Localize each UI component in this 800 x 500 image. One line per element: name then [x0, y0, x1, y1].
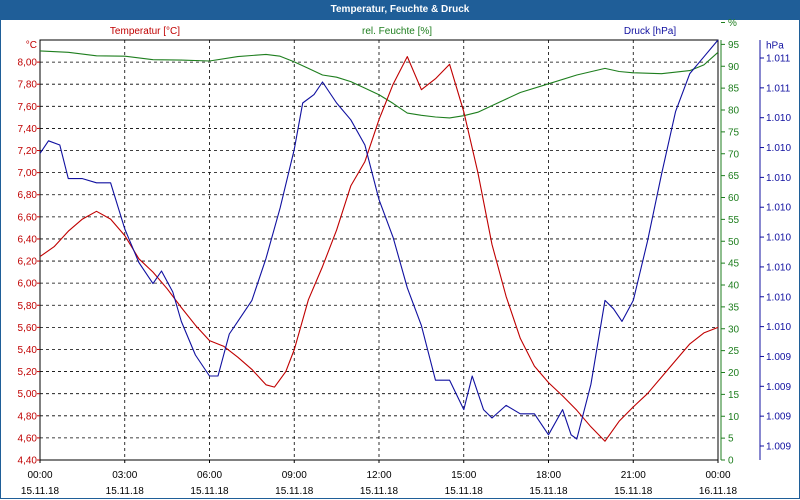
legend-label: Temperatur [°C]	[110, 26, 180, 37]
tick-label-date: 15.11.18	[614, 486, 653, 497]
tick-label-temperature: 5,60	[18, 323, 38, 334]
tick-label-time: 03:00	[112, 470, 137, 481]
tick-label-pressure: 1.010	[766, 292, 791, 303]
tick-label-humidity: 65	[728, 171, 740, 182]
legend-label: rel. Feuchte [%]	[362, 26, 432, 37]
tick-label-pressure: hPa	[766, 41, 784, 52]
tick-label-date: 15.11.18	[106, 486, 145, 497]
tick-label-temperature: 6,40	[18, 234, 38, 245]
tick-label-date: 15.11.18	[360, 486, 399, 497]
series-line-humidity	[39, 50, 719, 119]
tick-label-humidity: 60	[728, 193, 740, 204]
tick-label-time: 12:00	[366, 470, 391, 481]
tick-label-humidity: %	[728, 18, 737, 29]
tick-label-pressure: 1.010	[766, 262, 791, 273]
tick-label-temperature: 5,20	[18, 367, 38, 378]
tick-label-temperature: 7,20	[18, 146, 38, 157]
tick-label-temperature: 7,40	[18, 124, 38, 135]
tick-label-humidity: 0	[728, 456, 734, 467]
tick-label-temperature: 7,00	[18, 168, 38, 179]
series-lines	[39, 39, 719, 442]
temperature-unit-label: °C	[26, 40, 37, 51]
tick-label-humidity: 85	[728, 84, 740, 95]
tick-label-temperature: 6,60	[18, 212, 38, 223]
tick-label-time: 15:00	[451, 470, 476, 481]
tick-label-temperature: 6,80	[18, 190, 38, 201]
tick-label-humidity: 95	[728, 40, 740, 51]
tick-label-temperature: 5,00	[18, 389, 38, 400]
tick-label-pressure: 1.011	[766, 54, 791, 65]
tick-label-date: 15.11.18	[21, 486, 60, 497]
tick-label-humidity: 45	[728, 259, 740, 270]
tick-label-pressure: 1.010	[766, 113, 791, 124]
tick-label-time: 09:00	[282, 470, 307, 481]
tick-label-humidity: 55	[728, 215, 740, 226]
tick-label-temperature: 4,80	[18, 411, 38, 422]
tick-label-time: 00:00	[27, 470, 52, 481]
tick-label-pressure: 1.010	[766, 143, 791, 154]
tick-label-date: 15.11.18	[190, 486, 229, 497]
tick-label-humidity: 5	[728, 434, 734, 445]
tick-label-humidity: 50	[728, 237, 740, 248]
tick-label-temperature: 7,80	[18, 80, 38, 91]
tick-label-humidity: 80	[728, 106, 740, 117]
tick-label-humidity: 25	[728, 346, 740, 357]
axis-labels: 4,40 4,60 4,80 5,00 5,20 5,40 5,60 5,80 6,00 6,20…	[18, 18, 792, 497]
tick-label-humidity: 35	[728, 302, 740, 313]
tick-label-temperature: 8,00	[18, 58, 38, 69]
tick-label-temperature: 4,60	[18, 433, 38, 444]
tick-label-humidity: 70	[728, 149, 740, 160]
tick-label-humidity: 20	[728, 368, 740, 379]
tick-label-pressure: 1.009	[766, 412, 791, 423]
tick-label-temperature: 7,60	[18, 102, 38, 113]
tick-label-humidity: 75	[728, 127, 740, 138]
grid-lines	[40, 40, 718, 461]
tick-label-temperature: 5,40	[18, 345, 38, 356]
tick-label-temperature: 6,20	[18, 257, 38, 268]
tick-label-pressure: 1.010	[766, 322, 791, 333]
tick-label-date: 15.11.18	[445, 486, 484, 497]
tick-label-temperature: 6,00	[18, 279, 38, 290]
tick-label-pressure: 1.009	[766, 442, 791, 453]
series-line-pressure	[39, 39, 719, 440]
tick-label-pressure: 1.010	[766, 233, 791, 244]
tick-label-humidity: 30	[728, 324, 740, 335]
tick-label-time: 06:00	[197, 470, 222, 481]
tick-label-date: 16.11.18	[699, 486, 738, 497]
tick-label-date: 15.11.18	[529, 486, 568, 497]
tick-label-humidity: 15	[728, 390, 740, 401]
tick-label-pressure: 1.009	[766, 352, 791, 363]
tick-label-time: 21:00	[621, 470, 646, 481]
tick-label-pressure: 1.009	[766, 382, 791, 393]
tick-label-date: 15.11.18	[275, 486, 314, 497]
tick-label-temperature: 5,80	[18, 301, 38, 312]
tick-label-time: 18:00	[536, 470, 561, 481]
tick-label-humidity: 90	[728, 62, 740, 73]
legend-label: Druck [hPa]	[624, 26, 676, 37]
tick-label-time: 00:00	[705, 470, 730, 481]
chart-title: Temperatur, Feuchte & Druck	[0, 0, 800, 20]
tick-label-pressure: 1.010	[766, 173, 791, 184]
tick-label-humidity: 40	[728, 281, 740, 292]
series-line-temperature	[39, 56, 719, 442]
tick-label-temperature: 4,40	[18, 456, 38, 467]
tick-label-pressure: 1.010	[766, 203, 791, 214]
axes	[37, 22, 764, 463]
tick-label-humidity: 10	[728, 412, 740, 423]
tick-label-pressure: 1.011	[766, 83, 791, 94]
